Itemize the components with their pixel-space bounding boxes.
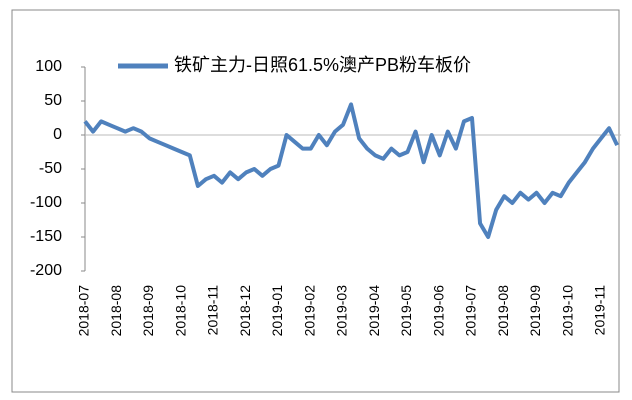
y-tick-label: -50	[39, 160, 62, 177]
x-tick-label: 2019-08	[495, 285, 511, 337]
y-tick-label: 100	[35, 58, 62, 75]
x-tick-label: 2019-07	[463, 285, 479, 337]
series-line	[83, 102, 619, 239]
x-tick-label: 2019-02	[301, 285, 317, 337]
chart-frame	[11, 9, 620, 393]
x-tick-label: 2019-10	[559, 285, 575, 337]
x-tick-label: 2018-08	[108, 285, 124, 337]
y-tick-label: -100	[30, 194, 62, 211]
x-tick-label: 2019-09	[527, 285, 543, 337]
x-tick-label: 2018-10	[172, 285, 188, 337]
x-tick-label: 2019-01	[269, 285, 285, 337]
x-tick-label: 2019-05	[398, 285, 414, 337]
x-tick-label: 2018-07	[76, 285, 92, 337]
legend-label: 铁矿主力-日照61.5%澳产PB粉车板价	[174, 55, 471, 75]
x-tick-label: 2018-09	[140, 285, 156, 337]
y-tick-label: 50	[44, 92, 62, 109]
x-tick-label: 2019-06	[430, 285, 446, 337]
x-tick-label: 2019-04	[366, 285, 382, 337]
y-tick-label: 0	[53, 126, 62, 143]
y-tick-label: -150	[30, 228, 62, 245]
x-tick-label: 2018-12	[237, 285, 253, 337]
x-tick-label: 2018-11	[205, 285, 221, 336]
x-tick-label: 2019-11	[592, 285, 608, 336]
x-tick-label: 2019-03	[334, 285, 350, 337]
y-tick-label: -200	[30, 262, 62, 279]
